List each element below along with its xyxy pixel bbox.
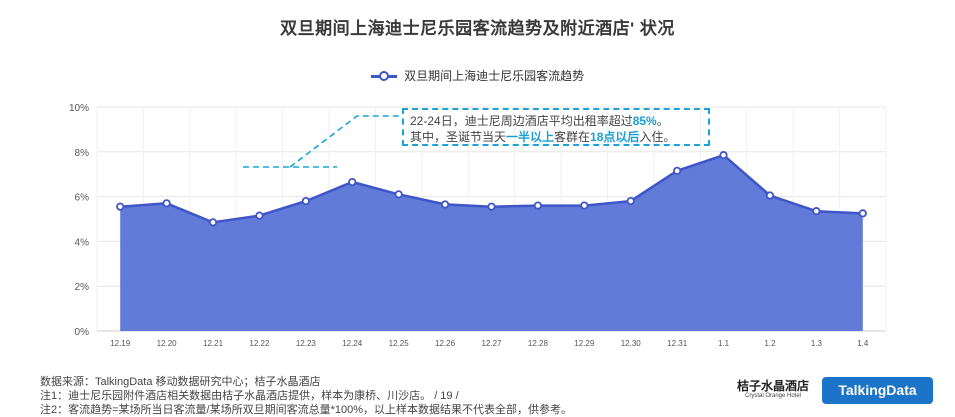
data-point — [858, 209, 867, 218]
x-tick-label: 12.21 — [203, 339, 224, 348]
y-tick-label: 10% — [69, 103, 89, 114]
data-point — [440, 200, 450, 209]
x-tick-label: 12.20 — [157, 339, 178, 348]
footer-source: 数据来源：TalkingData 移动数据研究中心；桔子水晶酒店 — [40, 376, 321, 388]
y-tick-label: 8% — [75, 148, 90, 159]
legend-line-icon — [370, 71, 397, 82]
data-point — [626, 196, 635, 206]
y-tick-label: 6% — [75, 193, 90, 204]
chart-title: 双旦期间上海迪士尼乐园客流趋势及附近酒店' 状况 — [280, 19, 675, 38]
legend-label: 双旦期间上海迪士尼乐园客流趋势 — [404, 69, 585, 83]
chart-legend: 双旦期间上海迪士尼乐园客流趋势 — [0, 67, 955, 84]
data-point — [533, 201, 543, 210]
y-tick-label: 4% — [75, 237, 90, 248]
data-point — [580, 201, 589, 210]
data-point — [812, 207, 821, 216]
x-tick-label: 12.24 — [342, 339, 363, 348]
x-tick-label: 12.27 — [481, 339, 502, 348]
data-point — [301, 196, 310, 206]
footer-note-1: 注1：迪士尼乐园附件酒店相关数据由桔子水晶酒店提供，样本为康桥、川沙店。 / 1… — [40, 390, 459, 402]
talkingdata-logo: TalkingData — [822, 377, 933, 404]
data-point — [765, 191, 775, 200]
x-tick-label: 12.28 — [528, 339, 549, 348]
page-number: / 19 / — [434, 390, 459, 402]
x-tick-label: 12.29 — [574, 339, 595, 348]
x-tick-label: 12.19 — [110, 339, 131, 348]
x-tick-label: 12.26 — [435, 339, 456, 348]
series-area — [120, 155, 863, 331]
data-point — [116, 202, 125, 211]
data-point — [719, 151, 728, 160]
x-tick-label: 12.31 — [667, 339, 688, 348]
data-point — [162, 199, 171, 208]
x-tick-label: 1.4 — [857, 339, 869, 348]
callout-leader — [289, 115, 402, 168]
annotation-line-2: 其中，圣诞节当天一半以上客群在18点以后入住。 — [410, 130, 676, 144]
data-point — [487, 202, 496, 211]
data-point — [673, 166, 682, 175]
footer-note-2: 注2：客流趋势=某场所当日客流量/某场所双旦期间客流总量*100%，以上样本数据… — [40, 404, 573, 416]
data-point — [208, 218, 218, 227]
data-point — [394, 190, 403, 199]
x-tick-label: 12.22 — [249, 339, 270, 348]
y-tick-label: 0% — [75, 327, 90, 338]
y-tick-label: 2% — [75, 282, 90, 293]
data-point — [255, 211, 264, 220]
x-tick-label: 1.3 — [811, 339, 823, 348]
x-tick-label: 1.1 — [718, 339, 730, 348]
data-point — [348, 177, 357, 187]
x-tick-label: 12.30 — [621, 339, 642, 348]
crystal-orange-logo: 桔子水晶酒店 Crystal Orange Hotel — [737, 379, 810, 400]
x-tick-label: 1.2 — [764, 339, 776, 348]
x-tick-label: 12.25 — [389, 339, 410, 348]
annotation-line-1: 22-24日，迪士尼周边酒店平均出租率超过85%。 — [410, 114, 669, 128]
annotation-callout: 22-24日，迪士尼周边酒店平均出租率超过85%。 其中，圣诞节当天一半以上客群… — [402, 108, 710, 146]
x-tick-label: 12.23 — [296, 339, 317, 348]
